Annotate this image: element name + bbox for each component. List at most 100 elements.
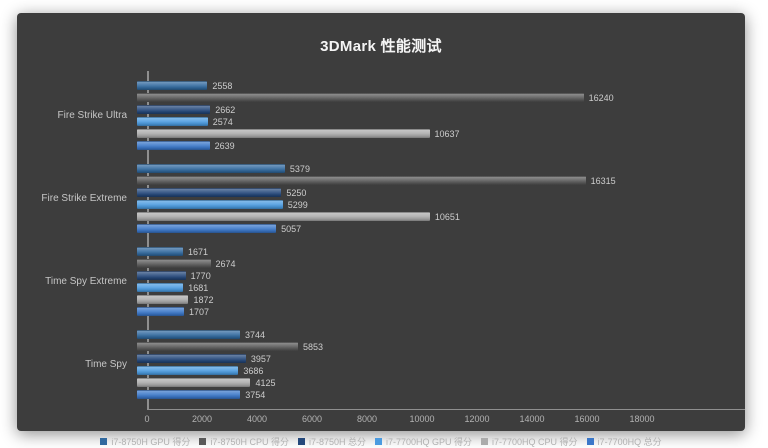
bar-value-label: 5853 (302, 341, 323, 352)
bar (137, 176, 586, 185)
bar (137, 247, 183, 256)
bar-row: 3744 (137, 329, 323, 340)
bar-row: 3957 (137, 353, 323, 364)
legend-marker-icon (297, 438, 305, 445)
bar (137, 330, 240, 339)
bar-row: 2558 (137, 80, 614, 91)
legend-marker-icon (481, 438, 489, 445)
bar-row: 2662 (137, 104, 614, 115)
bar-value-label: 4125 (255, 377, 276, 388)
bar-row: 1707 (137, 306, 236, 317)
bar-row: 10651 (137, 211, 616, 222)
bar-row: 1872 (137, 294, 236, 305)
bar-row: 10637 (137, 128, 614, 139)
bar-chart: Fire Strike Ultra 2558 16240 2662 2574 10637 2… (17, 71, 745, 448)
category-label: Fire Strike Extreme (41, 193, 127, 204)
bar-value-label: 1872 (193, 294, 214, 305)
chart-title: 3DMark 性能测试 (320, 38, 442, 55)
bar-row: 3754 (137, 389, 323, 400)
bar (137, 307, 184, 316)
bar-value-label: 2662 (215, 104, 236, 115)
legend-item: i7-7700HQ CPU 得分 (481, 435, 578, 448)
bar (137, 141, 210, 150)
category-label: Fire Strike Ultra (57, 110, 127, 121)
bar (137, 295, 189, 304)
legend-marker-icon (375, 438, 382, 445)
category-bars: 3744 5853 3957 3686 4125 3754 (137, 323, 323, 406)
legend-marker-icon (586, 438, 594, 445)
x-tick-label: 14000 (519, 414, 545, 424)
legend-label: i7-8750H GPU 得分 (111, 437, 191, 447)
bar-value-label: 10651 (434, 211, 460, 222)
bar (137, 354, 246, 363)
legend-item: i7-7700HQ GPU 得分 (375, 435, 472, 448)
legend-item: i7-8750H 总分 (297, 435, 366, 448)
bar-value-label: 1707 (188, 306, 209, 317)
bar-row: 16315 (137, 176, 616, 186)
legend-item: i7-8750H CPU 得分 (199, 435, 289, 448)
x-tick-label: 18000 (629, 414, 655, 424)
legend-marker-icon (100, 438, 108, 445)
bar-value-label: 3754 (245, 389, 266, 400)
bar-row: 3686 (137, 365, 323, 376)
category-bars: 1671 2674 1770 1681 1872 1707 (137, 240, 236, 323)
bar-row: 1671 (137, 247, 236, 257)
bar (137, 366, 239, 375)
bar (137, 93, 584, 102)
bar-value-label: 2574 (212, 116, 233, 127)
bar-value-label: 1681 (188, 282, 209, 293)
bar-value-label: 5057 (281, 223, 302, 234)
legend-label: i7-8750H CPU 得分 (210, 437, 289, 447)
bar-row: 5379 (137, 163, 616, 174)
legend-label: i7-7700HQ CPU 得分 (492, 437, 578, 447)
bar-row: 5250 (137, 187, 616, 198)
bar (137, 271, 186, 280)
bar-value-label: 5250 (286, 187, 307, 198)
bar-row: 5299 (137, 199, 616, 210)
bar (137, 342, 298, 351)
x-tick-label: 10000 (409, 414, 435, 424)
bar-row: 1770 (137, 271, 236, 281)
x-tick-label: 8000 (356, 414, 378, 424)
category-group: Fire Strike Ultra 2558 16240 2662 2574 10637 2… (58, 74, 745, 157)
bar-row: 5853 (137, 341, 323, 352)
bar (137, 378, 251, 387)
category-group: Time Spy Extreme 1671 2674 1770 1681 1872 1707 (45, 240, 745, 323)
chart-panel: 3DMark 性能测试 Fire Strike Ultra 2558 16240 26… (17, 13, 745, 447)
plot-area: Fire Strike Ultra 2558 16240 2662 2574 10637 2… (41, 71, 745, 410)
bar-value-label: 5379 (289, 163, 310, 174)
bar-value-label: 3686 (243, 365, 264, 376)
bar-value-label: 5299 (287, 199, 308, 210)
bar (137, 259, 211, 268)
bar-value-label: 2558 (212, 80, 233, 91)
plot-wrap: Fire Strike Ultra 2558 16240 2662 2574 10637 2… (17, 71, 745, 410)
x-tick-label: 0 (144, 414, 150, 424)
bar (137, 117, 208, 126)
bar-value-label: 10637 (434, 128, 460, 139)
x-tick-label: 2000 (191, 414, 213, 424)
bar-value-label: 2674 (215, 258, 236, 269)
bar (137, 164, 285, 173)
legend-label: i7-8750H 总分 (308, 437, 366, 447)
category-label: Time Spy (85, 359, 127, 370)
legend-marker-icon (199, 438, 207, 445)
bar (137, 129, 430, 138)
bar-value-label: 3957 (250, 353, 271, 364)
category-bars: 2558 16240 2662 2574 10637 2639 (137, 74, 614, 157)
category-bars: 5379 16315 5250 5299 10651 5057 (137, 157, 616, 240)
legend: i7-8750H GPU 得分 i7-8750H CPU 得分 i7-8750H 总… (17, 435, 745, 448)
bar-row: 2574 (137, 116, 614, 127)
bar (137, 390, 241, 399)
bar-value-label: 3744 (244, 329, 265, 340)
bar-value-label: 2639 (214, 140, 235, 151)
category-group: Time Spy 3744 5853 3957 3686 4125 3754 (85, 323, 745, 406)
legend-item: i7-8750H GPU 得分 (100, 435, 190, 448)
bar (137, 105, 211, 114)
x-tick-label: 4000 (246, 414, 268, 424)
bar (137, 212, 430, 221)
bar-row: 1681 (137, 282, 236, 293)
bar (137, 283, 184, 292)
bar-row: 4125 (137, 377, 323, 388)
bar (137, 200, 283, 209)
legend-item: i7-7700HQ 总分 (586, 435, 662, 448)
